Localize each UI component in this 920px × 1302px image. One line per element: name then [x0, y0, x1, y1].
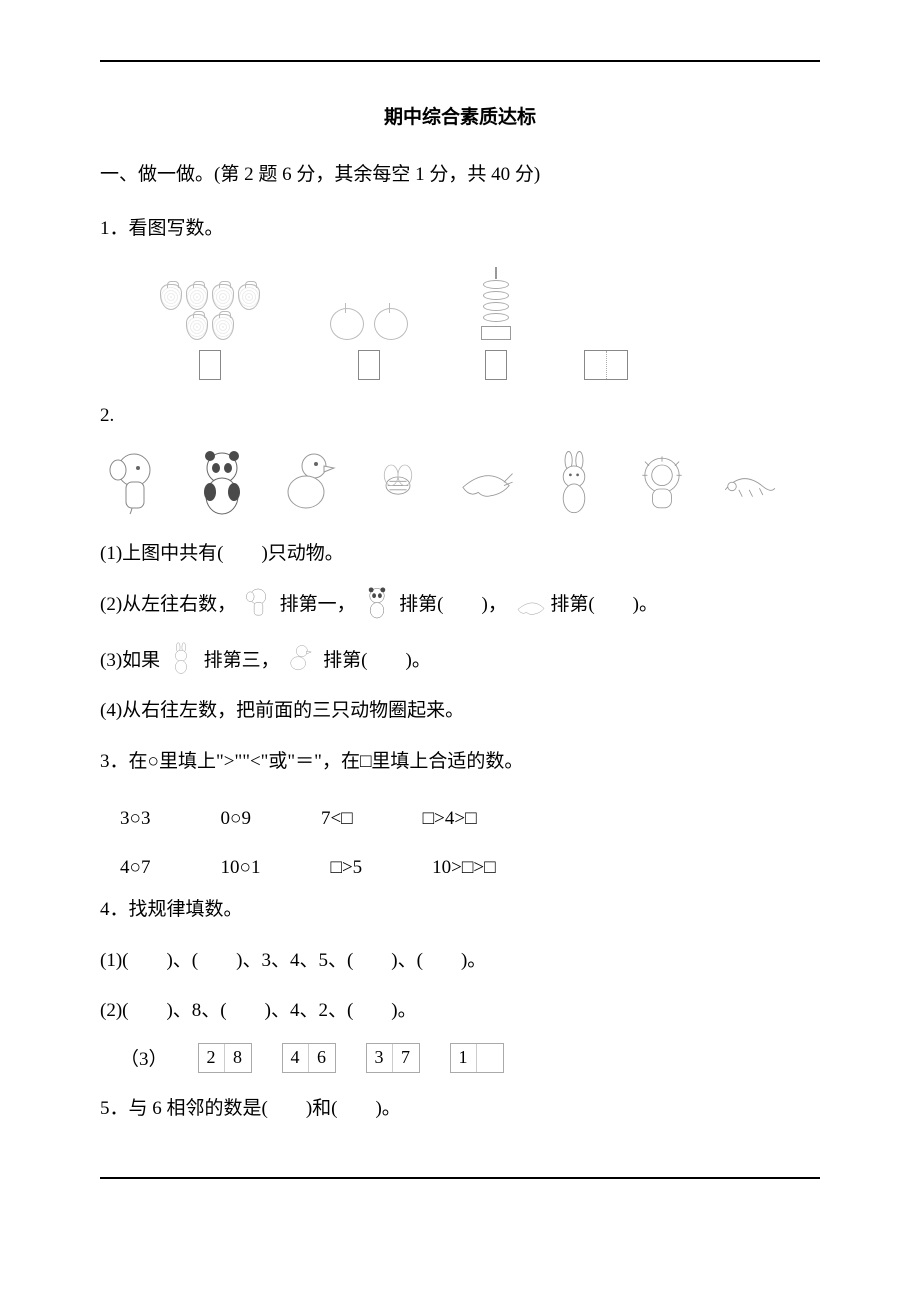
worksheet-page: 期中综合素质达标 一、做一做。(第 2 题 6 分，其余每空 1 分，共 40 …: [0, 0, 920, 1219]
rabbit-icon: [167, 642, 197, 676]
peach-icon: [374, 308, 408, 340]
bottom-rule: [100, 1177, 820, 1179]
q2-sub2: (2)从左往右数， 排第一， 排第( )， 排第( )。: [100, 586, 820, 628]
abacus-icon: [478, 267, 514, 340]
page-title: 期中综合素质达标: [100, 102, 820, 129]
animal-row: [100, 448, 820, 518]
peach-icon: [330, 308, 364, 340]
compare-cell: 3○3: [120, 794, 150, 843]
compare-cell: 10>□>□: [432, 843, 495, 892]
duck-icon: [286, 642, 316, 676]
answer-box-split[interactable]: [584, 350, 628, 380]
q4-sub3: （3） 2 8 4 6 3 7 1: [120, 1043, 820, 1073]
number-pair: 4 6: [282, 1043, 336, 1073]
q2-2-text-a: (2)从左往右数，: [100, 594, 236, 615]
q4-3-label: （3）: [120, 1044, 168, 1071]
number-pair: 3 7: [366, 1043, 420, 1073]
pair-cell: 7: [393, 1044, 419, 1072]
duck-icon: [280, 448, 340, 518]
count-item-abacus: [478, 267, 514, 380]
q2-3-text-c: 排第( )。: [323, 650, 431, 671]
top-rule: [100, 60, 820, 62]
compare-grid: 3○3 0○9 7<□ □>4>□ 4○7 10○1 □>5 10>□>□: [120, 794, 820, 893]
q4-sub1: (1)( )、( )、3、4、5、( )、( )。: [100, 943, 820, 979]
pair-cell: 1: [451, 1044, 477, 1072]
bee-icon: [368, 448, 428, 518]
strawberry-icon: [186, 284, 208, 310]
q2-2-text-d: 排第( )。: [550, 594, 658, 615]
q2-label: 2.: [100, 398, 820, 434]
count-item-empty: [584, 280, 628, 380]
compare-cell: □>4>□: [423, 794, 477, 843]
peach-group: [330, 308, 408, 340]
counting-row: [160, 267, 820, 380]
pair-cell: 8: [225, 1044, 251, 1072]
strawberry-icon: [186, 314, 208, 340]
lion-icon: [632, 448, 692, 518]
pair-cell: 4: [283, 1044, 309, 1072]
q2-2-text-b: 排第一，: [280, 594, 356, 615]
elephant-icon: [243, 586, 273, 620]
q4-sub2: (2)( )、8、( )、4、2、( )。: [100, 993, 820, 1029]
q2-sub3: (3)如果 排第三， 排第( )。: [100, 642, 820, 679]
count-item-strawberries: [160, 284, 260, 380]
strawberry-icon: [212, 314, 234, 340]
q2-sub4: (4)从右往左数，把前面的三只动物圈起来。: [100, 693, 820, 729]
compare-cell: 7<□: [321, 794, 353, 843]
count-item-peaches: [330, 308, 408, 380]
compare-cell: □>5: [330, 843, 362, 892]
q1-label: 1．看图写数。: [100, 211, 820, 247]
q2-3-text-a: (3)如果: [100, 650, 160, 671]
panda-icon: [192, 448, 252, 518]
q3-label: 3．在○里填上">""<"或"＝"，在□里填上合适的数。: [100, 744, 820, 780]
panda-icon: [362, 586, 392, 620]
compare-cell: 4○7: [120, 843, 150, 892]
elephant-icon: [104, 448, 164, 518]
q5-label: 5．与 6 相邻的数是( )和( )。: [100, 1091, 820, 1127]
answer-box[interactable]: [485, 350, 507, 380]
strawberry-icon: [238, 284, 260, 310]
rabbit-icon: [544, 448, 604, 518]
section-1-heading: 一、做一做。(第 2 题 6 分，其余每空 1 分，共 40 分): [100, 157, 820, 193]
compare-cell: 10○1: [220, 843, 260, 892]
strawberry-icon: [212, 284, 234, 310]
pair-cell: 2: [199, 1044, 225, 1072]
pair-cell-blank[interactable]: [477, 1044, 503, 1072]
q4-label: 4．找规律填数。: [100, 892, 820, 928]
q2-sub1: (1)上图中共有( )只动物。: [100, 536, 820, 572]
lizard-icon: [720, 448, 780, 518]
shrimp-icon: [456, 448, 516, 518]
answer-box[interactable]: [199, 350, 221, 380]
pair-cell: 6: [309, 1044, 335, 1072]
number-pair: 2 8: [198, 1043, 252, 1073]
answer-box[interactable]: [358, 350, 380, 380]
pair-cell: 3: [367, 1044, 393, 1072]
shrimp-icon: [514, 594, 544, 628]
compare-cell: 0○9: [220, 794, 250, 843]
q2-2-text-c: 排第( )，: [399, 594, 507, 615]
strawberry-group: [160, 284, 260, 340]
number-pair: 1: [450, 1043, 504, 1073]
q2-3-text-b: 排第三，: [204, 650, 280, 671]
strawberry-icon: [160, 284, 182, 310]
